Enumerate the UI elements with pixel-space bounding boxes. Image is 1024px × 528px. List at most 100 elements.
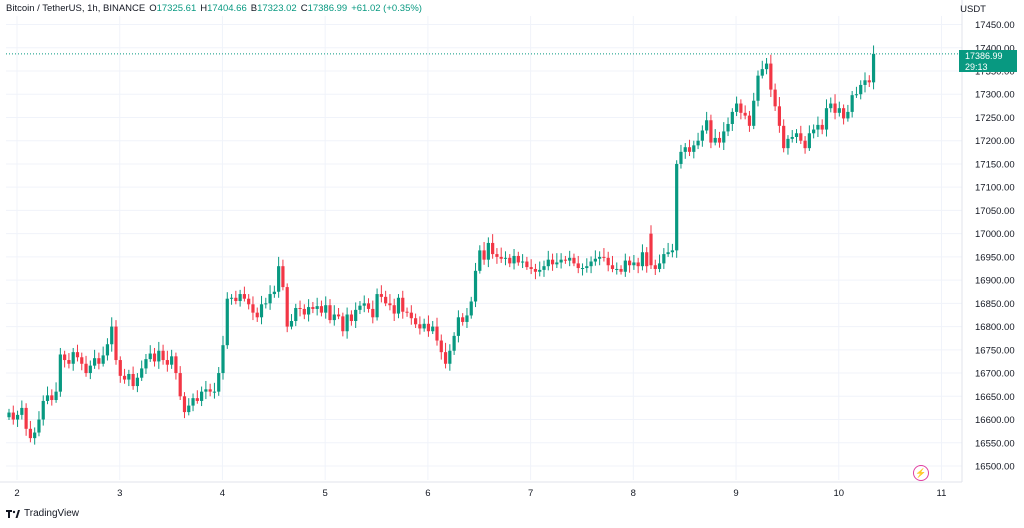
candle[interactable] xyxy=(212,382,217,399)
candle[interactable] xyxy=(863,72,867,93)
candle[interactable] xyxy=(799,125,803,144)
candle[interactable] xyxy=(486,237,490,268)
candle[interactable] xyxy=(709,114,713,149)
candle[interactable] xyxy=(7,408,11,420)
candle[interactable] xyxy=(157,341,161,369)
candle[interactable] xyxy=(302,304,306,320)
candle[interactable] xyxy=(726,117,730,137)
candle[interactable] xyxy=(687,139,692,157)
candle[interactable] xyxy=(289,314,294,330)
candle[interactable] xyxy=(859,80,863,100)
candle[interactable] xyxy=(354,302,358,328)
candle[interactable] xyxy=(743,105,747,120)
candle[interactable] xyxy=(495,248,499,264)
candle[interactable] xyxy=(332,305,336,326)
candle[interactable] xyxy=(191,393,195,412)
candle[interactable] xyxy=(563,255,567,264)
candle[interactable] xyxy=(602,248,606,262)
candle[interactable] xyxy=(764,57,769,75)
candle[interactable] xyxy=(717,131,722,148)
candle[interactable] xyxy=(101,346,105,367)
candle[interactable] xyxy=(45,386,50,405)
candle[interactable] xyxy=(251,296,255,321)
candle[interactable] xyxy=(396,294,401,319)
candle[interactable] xyxy=(131,366,135,390)
candle[interactable] xyxy=(238,289,242,307)
candle[interactable] xyxy=(580,263,585,276)
candle[interactable] xyxy=(773,83,777,111)
candle[interactable] xyxy=(585,258,589,273)
candle[interactable] xyxy=(448,344,452,371)
candle[interactable] xyxy=(118,356,122,383)
candle[interactable] xyxy=(272,285,276,298)
candle[interactable] xyxy=(572,253,576,267)
currency-label[interactable]: USDT xyxy=(960,4,986,15)
candle[interactable] xyxy=(247,294,251,310)
candle[interactable] xyxy=(20,400,24,420)
candle[interactable] xyxy=(178,366,182,401)
candle[interactable] xyxy=(324,296,328,319)
candle[interactable] xyxy=(871,45,876,90)
candle[interactable] xyxy=(499,247,503,263)
candle[interactable] xyxy=(812,124,816,139)
candle[interactable] xyxy=(529,259,533,275)
candle[interactable] xyxy=(786,135,790,155)
candle[interactable] xyxy=(93,349,97,369)
candle[interactable] xyxy=(229,294,234,305)
candle[interactable] xyxy=(696,132,700,150)
candle[interactable] xyxy=(653,259,657,276)
candle[interactable] xyxy=(63,350,67,368)
candle[interactable] xyxy=(683,143,687,159)
candle[interactable] xyxy=(752,92,756,130)
candle[interactable] xyxy=(11,405,15,425)
candle[interactable] xyxy=(850,90,854,118)
candle[interactable] xyxy=(114,320,118,365)
candle[interactable] xyxy=(666,242,670,257)
candle[interactable] xyxy=(542,260,546,277)
candle[interactable] xyxy=(195,390,199,404)
candle[interactable] xyxy=(610,255,615,273)
candle[interactable] xyxy=(842,104,846,125)
candle[interactable] xyxy=(165,350,169,372)
candle[interactable] xyxy=(221,335,225,380)
candle[interactable] xyxy=(259,295,264,325)
candle[interactable] xyxy=(555,253,559,269)
candle[interactable] xyxy=(589,256,593,274)
candle[interactable] xyxy=(264,297,268,309)
candle[interactable] xyxy=(311,301,315,314)
candle[interactable] xyxy=(465,308,469,328)
candle[interactable] xyxy=(75,344,80,362)
candle[interactable] xyxy=(97,352,101,370)
candle[interactable] xyxy=(328,299,332,324)
candle[interactable] xyxy=(200,386,204,407)
candle[interactable] xyxy=(84,355,88,377)
candle[interactable] xyxy=(242,286,246,302)
candle[interactable] xyxy=(174,352,178,380)
candle[interactable] xyxy=(358,301,362,315)
candle[interactable] xyxy=(33,427,37,445)
candle[interactable] xyxy=(58,347,62,397)
candle[interactable] xyxy=(148,345,152,362)
candle[interactable] xyxy=(341,312,345,337)
candle[interactable] xyxy=(54,382,58,403)
candle[interactable] xyxy=(756,70,760,107)
candle[interactable] xyxy=(298,300,302,317)
candle[interactable] xyxy=(414,313,418,328)
candle[interactable] xyxy=(606,251,610,272)
candle[interactable] xyxy=(615,262,619,275)
candle[interactable] xyxy=(568,250,572,267)
candle[interactable] xyxy=(598,251,602,266)
candle[interactable] xyxy=(349,310,353,326)
candle[interactable] xyxy=(418,316,422,335)
candle[interactable] xyxy=(319,300,324,317)
candle[interactable] xyxy=(105,338,110,361)
candle[interactable] xyxy=(829,97,833,113)
candle[interactable] xyxy=(456,310,460,343)
candle[interactable] xyxy=(705,111,709,134)
candle[interactable] xyxy=(50,389,54,406)
candle[interactable] xyxy=(692,140,696,159)
candle[interactable] xyxy=(127,369,131,387)
candle[interactable] xyxy=(760,60,764,79)
candle[interactable] xyxy=(170,349,174,369)
